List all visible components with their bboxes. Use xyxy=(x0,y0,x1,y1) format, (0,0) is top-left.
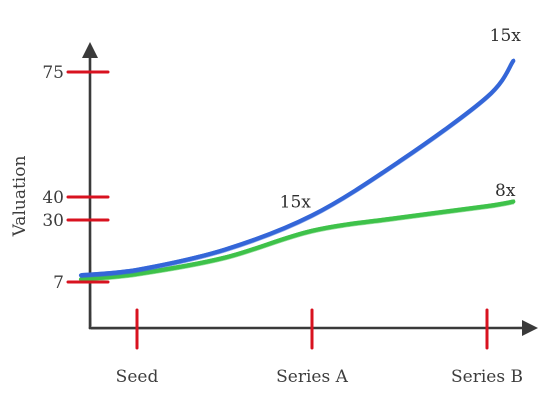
series-line-0-sketch xyxy=(79,61,514,278)
y-axis-title: Valuation xyxy=(10,156,30,238)
series-line-1-sketch xyxy=(79,202,514,282)
series-line-1-sketch xyxy=(80,199,515,280)
x-axis-line-sketch xyxy=(90,326,525,330)
series-line-0 xyxy=(78,58,516,278)
series-line-1-sketch xyxy=(80,203,515,283)
y-tick-label: 75 xyxy=(42,63,64,83)
x-tick-label: Seed xyxy=(116,367,159,387)
series-line-0-sketch xyxy=(80,62,515,279)
series-line-0-sketch xyxy=(80,58,515,276)
chart-ticks xyxy=(66,70,489,350)
x-tick-label: Series A xyxy=(276,367,348,387)
y-axis-arrow-icon xyxy=(82,42,98,58)
x-axis-arrow-icon xyxy=(522,320,538,336)
y-tick-label: 40 xyxy=(42,188,64,208)
annotation-label: 15x xyxy=(280,193,312,213)
chart-labels: 7 30 40 75 Seed Series A Series B Valuation 15x 1… xyxy=(10,26,523,387)
x-tick-label: Series B xyxy=(451,367,523,387)
y-tick-label: 7 xyxy=(53,273,64,293)
annotation-label: 8x xyxy=(495,181,516,201)
chart-series-layer xyxy=(78,58,516,283)
annotation-label: 15x xyxy=(490,26,522,46)
chart-axes xyxy=(82,42,538,336)
y-tick-label: 30 xyxy=(42,211,64,231)
